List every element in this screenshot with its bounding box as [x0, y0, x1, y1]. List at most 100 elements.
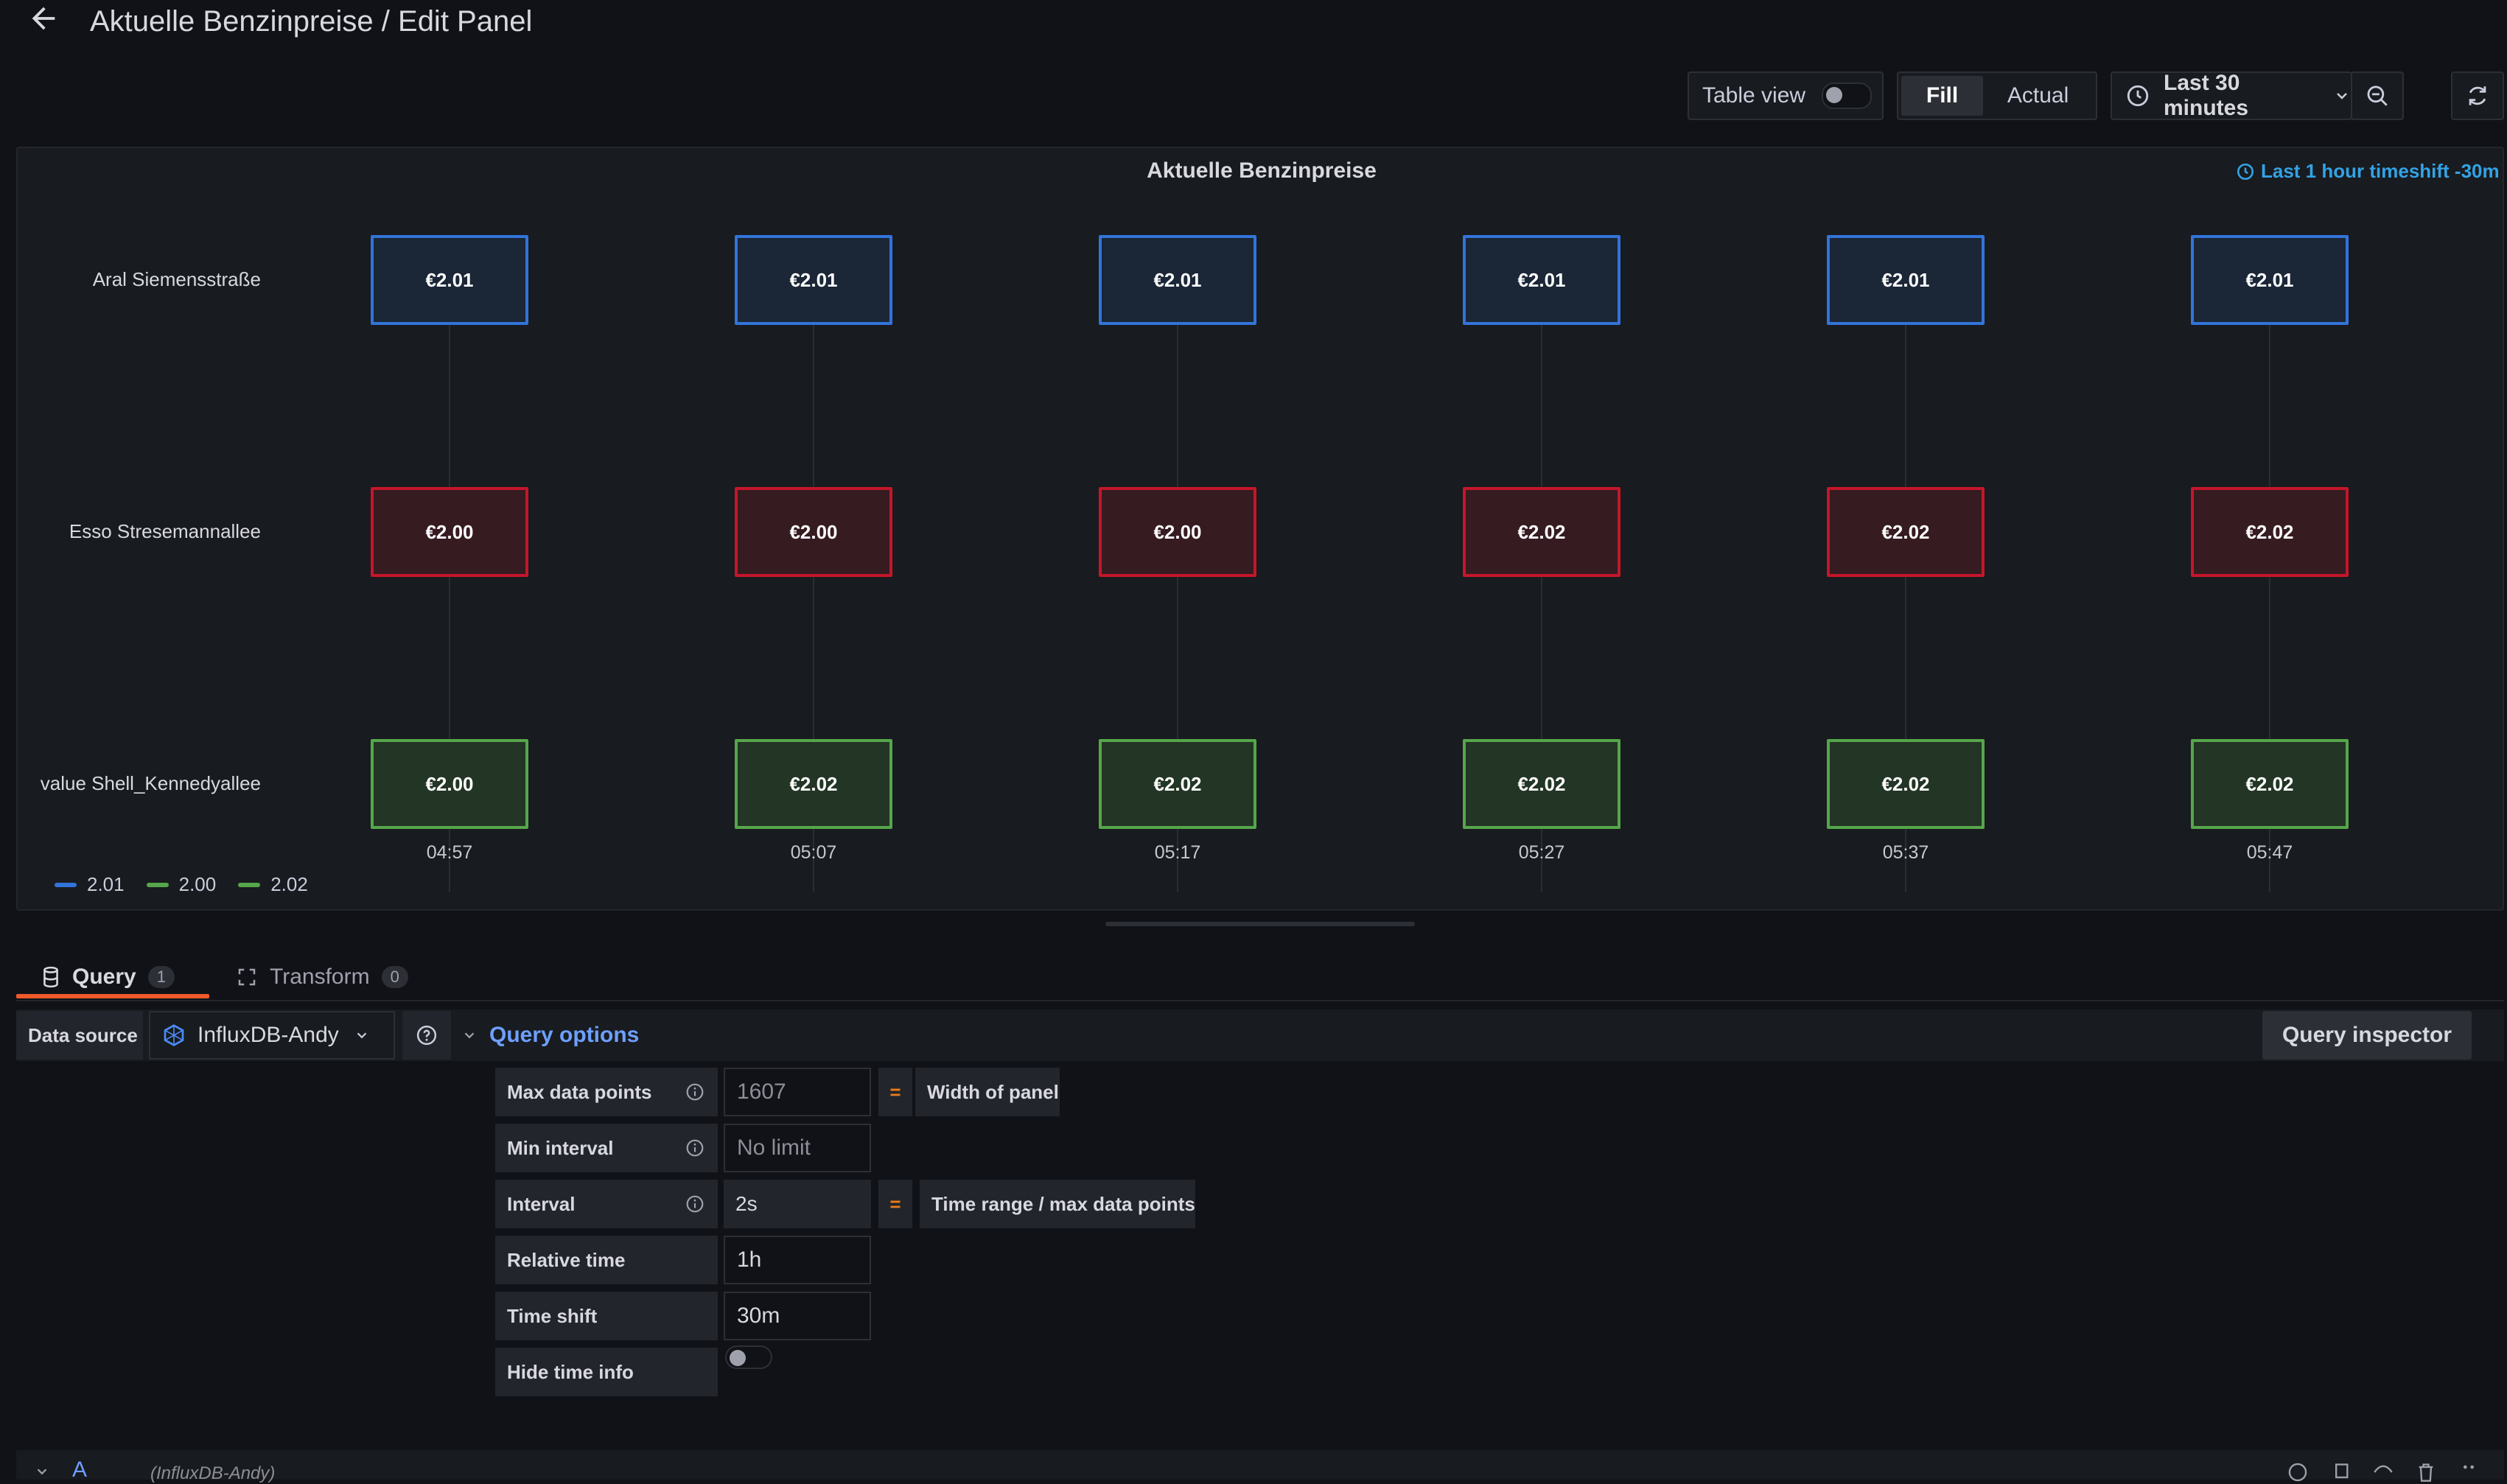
value-cell[interactable]: €2.00	[735, 487, 892, 577]
info-icon	[685, 1082, 704, 1102]
legend: 2.01 2.00 2.02	[55, 873, 308, 896]
query-options-label: Query options	[489, 1023, 640, 1047]
value-cell[interactable]: €2.01	[371, 235, 528, 325]
row-label: value Shell_Kennedyallee	[40, 772, 261, 794]
query-options-toggle[interactable]: Query options	[461, 1011, 639, 1060]
value-cell[interactable]: €2.00	[1099, 487, 1256, 577]
tab-transform[interactable]: Transform 0	[236, 955, 408, 999]
info-icon	[685, 1194, 704, 1214]
value-cell[interactable]: €2.01	[735, 235, 892, 325]
tab-divider	[16, 1000, 2504, 1001]
time-shift-label: Time shift	[495, 1292, 718, 1340]
time-range-picker[interactable]: Last 30 minutes	[2111, 71, 2352, 120]
max-data-points-note: Width of panel	[915, 1068, 1060, 1116]
legend-item[interactable]: 2.02	[238, 873, 308, 896]
chevron-down-icon	[2333, 87, 2351, 105]
actual-button[interactable]: Actual	[2007, 83, 2069, 108]
time-tick: 05:47	[2246, 842, 2293, 863]
eye-icon[interactable]	[2373, 1462, 2394, 1483]
arrow-left-icon	[32, 7, 55, 30]
value-cell[interactable]: €2.02	[1827, 739, 1985, 829]
value-cell[interactable]: €2.02	[735, 739, 892, 829]
data-source-label: Data source	[16, 1011, 143, 1060]
question-icon[interactable]	[2287, 1462, 2308, 1483]
panel-splitter[interactable]	[1105, 922, 1415, 926]
time-shift-input[interactable]: 30m	[724, 1292, 871, 1340]
fill-actual-group: Fill Actual	[1897, 71, 2097, 120]
question-icon	[416, 1024, 438, 1046]
data-source-picker[interactable]: InfluxDB-Andy	[149, 1011, 395, 1060]
drag-handle-icon[interactable]	[2458, 1462, 2479, 1483]
query-row-header[interactable]: A (InfluxDB-Andy)	[16, 1450, 2504, 1483]
time-tick: 05:27	[1518, 842, 1565, 863]
zoom-out-icon	[2365, 83, 2390, 108]
zoom-out-button[interactable]	[2351, 71, 2404, 120]
time-tick: 04:57	[426, 842, 473, 863]
value-cell[interactable]: €2.02	[1099, 739, 1256, 829]
refresh-button[interactable]	[2451, 71, 2504, 120]
transform-icon	[236, 966, 258, 988]
copy-icon[interactable]	[2330, 1462, 2351, 1483]
refresh-icon	[2465, 83, 2490, 108]
value-cell[interactable]: €2.02	[1463, 739, 1620, 829]
fill-button[interactable]: Fill	[1901, 76, 1984, 116]
table-view-switch[interactable]	[1822, 83, 1873, 109]
max-data-points-input[interactable]: 1607	[724, 1068, 871, 1116]
timeshift-info: Last 1 hour timeshift -30m	[2236, 160, 2507, 183]
time-gridline	[1541, 325, 1542, 892]
min-interval-input[interactable]: No limit	[724, 1124, 871, 1172]
time-tick: 05:17	[1154, 842, 1201, 863]
time-gridline	[1177, 325, 1178, 892]
value-cell[interactable]: €2.01	[1827, 235, 1985, 325]
influxdb-icon	[162, 1023, 186, 1047]
query-ref-id: A	[72, 1457, 88, 1482]
relative-time-label: Relative time	[495, 1236, 718, 1284]
tab-query-label: Query	[72, 965, 136, 989]
time-tick: 05:07	[790, 842, 837, 863]
tab-active-indicator	[16, 994, 209, 998]
query-source: (InfluxDB-Andy)	[150, 1463, 276, 1483]
interval-value: 2s	[724, 1180, 871, 1228]
value-cell[interactable]: €2.01	[1099, 235, 1256, 325]
time-gridline	[449, 325, 450, 892]
tab-query[interactable]: Query 1	[41, 955, 175, 999]
clock-icon	[2125, 83, 2150, 108]
value-cell[interactable]: €2.02	[1827, 487, 1985, 577]
table-view-label: Table view	[1702, 83, 1806, 108]
chevron-down-icon	[354, 1027, 370, 1043]
time-gridline	[1905, 325, 1906, 892]
value-cell[interactable]: €2.02	[2191, 739, 2349, 829]
chevron-down-icon	[34, 1463, 50, 1480]
hide-time-info-label: Hide time info	[495, 1348, 718, 1396]
value-cell[interactable]: €2.00	[371, 739, 528, 829]
trash-icon[interactable]	[2416, 1462, 2436, 1483]
chevron-down-icon	[461, 1027, 478, 1043]
time-gridline	[2269, 325, 2270, 892]
help-button[interactable]	[402, 1011, 451, 1060]
visualization-panel: Aktuelle Benzinpreise Last 1 hour timesh…	[16, 147, 2504, 911]
time-gridline	[813, 325, 814, 892]
value-cell[interactable]: €2.02	[2191, 487, 2349, 577]
page-title: Aktuelle Benzinpreise / Edit Panel	[90, 5, 533, 38]
value-cell[interactable]: €2.02	[1463, 487, 1620, 577]
row-label: Esso Stresemannallee	[69, 520, 261, 542]
transform-count-badge: 0	[381, 966, 408, 988]
value-cell[interactable]: €2.01	[2191, 235, 2349, 325]
time-range-label: Last 30 minutes	[2164, 71, 2249, 120]
relative-time-input[interactable]: 1h	[724, 1236, 871, 1284]
legend-item[interactable]: 2.01	[55, 873, 125, 896]
value-cell[interactable]: €2.00	[371, 487, 528, 577]
hide-time-info-switch[interactable]	[725, 1345, 772, 1369]
equals-sign: =	[878, 1068, 912, 1116]
data-source-value: InfluxDB-Andy	[197, 1023, 339, 1047]
legend-item[interactable]: 2.00	[146, 873, 216, 896]
query-inspector-button[interactable]: Query inspector	[2262, 1011, 2472, 1060]
interval-label: Interval	[495, 1180, 718, 1228]
interval-note: Time range / max data points	[920, 1180, 1195, 1228]
back-button[interactable]	[27, 1, 63, 35]
max-data-points-label: Max data points	[495, 1068, 718, 1116]
value-cell[interactable]: €2.01	[1463, 235, 1620, 325]
min-interval-label: Min interval	[495, 1124, 718, 1172]
table-view-toggle[interactable]: Table view	[1688, 71, 1884, 120]
equals-sign: =	[878, 1180, 912, 1228]
